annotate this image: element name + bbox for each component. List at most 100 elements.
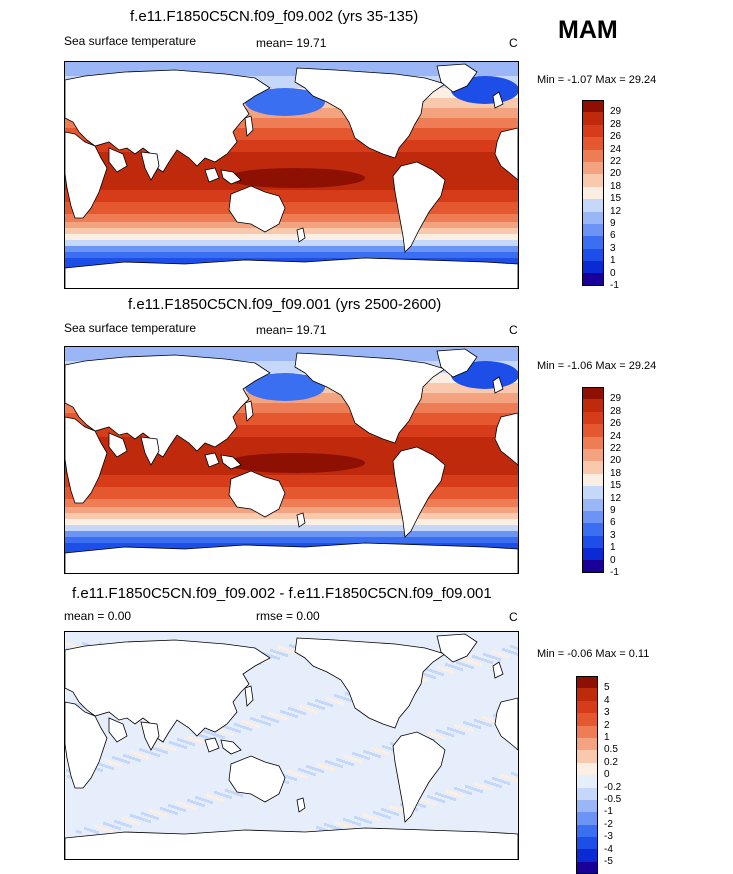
panel3-rmse: rmse = 0.00 (256, 609, 320, 623)
diff-speckle (116, 763, 119, 766)
sst-band (65, 190, 518, 202)
diff-speckle (465, 664, 468, 667)
diff-speckle (369, 752, 372, 755)
diff-speckle (288, 776, 291, 779)
diff-speckle (437, 666, 440, 669)
colorbar-swatch (576, 824, 598, 838)
diff-speckle (379, 813, 382, 816)
colorbar-swatch (582, 248, 604, 262)
sst-band (65, 252, 518, 258)
diff-speckle (480, 721, 483, 724)
land-mass (65, 354, 271, 458)
diff-speckle (128, 819, 131, 822)
diff-speckle (316, 705, 319, 708)
diff-speckle (342, 760, 345, 763)
diff-speckle (482, 716, 485, 719)
land-mass (296, 512, 306, 528)
diff-speckle (99, 642, 102, 645)
diff-speckle (133, 815, 136, 818)
diff-speckle (333, 826, 336, 829)
diff-speckle (385, 746, 388, 749)
diff-speckle (452, 792, 455, 795)
diff-speckle (337, 695, 340, 698)
diff-speckle (324, 702, 327, 705)
diff-speckle (443, 737, 446, 740)
colorbar-label: 24 (610, 430, 622, 442)
diff-speckle (237, 724, 240, 727)
diff-speckle (330, 825, 333, 828)
sst-band (65, 537, 518, 543)
diff-speckle (345, 692, 348, 695)
diff-speckle (303, 712, 306, 715)
diff-speckle (311, 709, 314, 712)
diff-speckle (516, 647, 518, 650)
diff-speckle (280, 710, 283, 713)
diff-speckle (477, 789, 480, 792)
diff-speckle (451, 665, 454, 668)
diff-speckle (378, 755, 381, 758)
diff-speckle (268, 654, 271, 657)
diff-speckle (265, 722, 268, 725)
panel2-max-label: Max = (595, 360, 626, 372)
diff-speckle (500, 653, 503, 656)
diff-speckle (368, 815, 371, 818)
diff-speckle (186, 741, 189, 744)
panel1-title: f.e11.F1850C5CN.f09_f09.002 (yrs 35-135) (130, 8, 419, 25)
diff-speckle (464, 658, 467, 661)
diff-speckle (367, 757, 370, 760)
panel3-min-value: -0.06 (567, 648, 593, 660)
diff-speckle (327, 824, 330, 827)
diff-speckle (377, 818, 380, 821)
diff-speckle (113, 762, 116, 765)
diff-speckle (459, 731, 462, 734)
colorbar-swatch (582, 161, 604, 175)
diff-speckle (446, 669, 449, 672)
diff-speckle (85, 643, 88, 646)
diff-speckle (453, 798, 456, 801)
land-mass (294, 352, 446, 444)
diff-speckle (497, 652, 500, 655)
diff-speckle (175, 743, 178, 746)
diff-speckle (350, 826, 353, 829)
diff-speckle (347, 756, 350, 759)
diff-speckle (299, 705, 302, 708)
colorbar-label: 26 (610, 131, 622, 143)
diff-speckle (109, 824, 112, 827)
diff-speckle (449, 670, 452, 673)
diff-speckle (448, 733, 451, 736)
land-mass (204, 167, 220, 183)
diff-speckle (120, 822, 123, 825)
diff-speckle (206, 794, 209, 797)
diff-speckle (305, 776, 308, 779)
colorbar-swatch (582, 174, 604, 187)
diff-speckle (471, 787, 474, 790)
diff-speckle (461, 795, 464, 798)
diff-speckle (143, 755, 146, 758)
diff-speckle (123, 754, 126, 757)
land-mass (65, 639, 271, 743)
diff-speckle (436, 798, 439, 801)
diff-speckle (287, 649, 290, 652)
diff-speckle (203, 741, 206, 744)
panel1-max-label: Max = (595, 74, 626, 86)
panel3-minmax: Min = -0.06 Max = 0.11 (537, 648, 649, 660)
diff-speckle (111, 767, 114, 770)
diff-speckle (293, 772, 296, 775)
diff-speckle (384, 809, 387, 812)
diff-speckle (87, 828, 90, 831)
land-mass (65, 131, 108, 219)
diff-speckle (202, 735, 205, 738)
diff-speckle (158, 812, 161, 815)
diff-speckle (430, 675, 433, 678)
diff-speckle (398, 808, 401, 811)
diff-speckle (507, 782, 510, 785)
diff-speckle (493, 714, 496, 717)
diff-speckle (198, 797, 201, 800)
diff-speckle (309, 766, 312, 769)
diff-speckle (117, 821, 120, 824)
diff-speckle (322, 828, 325, 831)
diff-speckle (229, 796, 232, 799)
diff-speckle (249, 728, 252, 731)
diff-speckle (285, 654, 288, 657)
diff-speckle (149, 809, 152, 812)
